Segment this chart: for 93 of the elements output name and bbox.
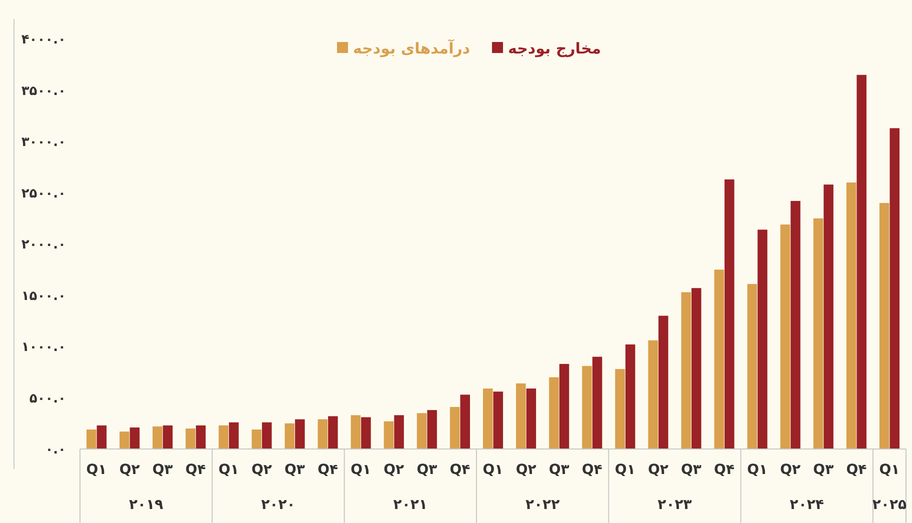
x-tick-label: Q۲ — [251, 462, 272, 478]
bar — [625, 344, 636, 449]
bar — [824, 184, 834, 449]
bar — [758, 230, 768, 449]
bar — [890, 128, 900, 449]
x-tick-label: Q۱ — [879, 462, 900, 478]
y-tick-label: ۰.۰ — [45, 442, 66, 458]
bar — [747, 284, 758, 449]
bar — [516, 383, 526, 449]
bar — [86, 430, 96, 449]
x-tick-label: Q۲ — [780, 462, 802, 478]
legend-label: درآمدهای بودجه — [353, 38, 470, 58]
bar — [284, 423, 295, 449]
bar — [218, 425, 228, 449]
x-tick-label: Q۲ — [648, 462, 669, 478]
bar — [318, 419, 328, 449]
text: ۲۰۲۰ — [261, 496, 296, 513]
bar — [879, 203, 890, 449]
x-tick-label: Q۱ — [86, 462, 107, 478]
x-tick-label: Q۲ — [516, 462, 537, 478]
bar — [120, 432, 130, 449]
bar — [130, 427, 140, 449]
y-tick-label: ۱۰۰۰.۰ — [21, 340, 66, 356]
bar — [724, 179, 734, 449]
x-tick-label: Q۴ — [846, 462, 868, 478]
x-tick-label: Q۳ — [284, 462, 306, 478]
y-tick-label: ۵۰۰.۰ — [29, 391, 66, 406]
bar — [96, 425, 107, 449]
bar — [460, 394, 470, 449]
bar — [482, 388, 493, 449]
bar — [813, 218, 824, 449]
bar — [780, 224, 790, 449]
x-tick-label: Q۴ — [318, 462, 338, 478]
bar — [252, 430, 262, 449]
text: ۲۰۲۲ — [525, 496, 560, 513]
bar — [691, 288, 702, 449]
bar — [615, 369, 625, 449]
text: ۲۰۱۹ — [128, 496, 164, 513]
bar — [714, 270, 724, 449]
bar — [559, 364, 570, 449]
y-tick-label: ۳۰۰۰.۰ — [21, 135, 66, 150]
bar — [228, 422, 239, 449]
bar — [427, 410, 437, 449]
bar — [394, 415, 404, 449]
x-tick-label: Q۳ — [548, 462, 570, 478]
bar — [648, 340, 658, 449]
y-tick-label: ۳۵۰۰.۰ — [21, 84, 66, 99]
text: ۲۰۲۴ — [790, 496, 824, 513]
bar — [549, 377, 559, 449]
text: ۲۰۲۱ — [393, 496, 428, 513]
x-tick-label: Q۱ — [614, 462, 636, 478]
x-tick-label: Q۴ — [450, 462, 471, 478]
bar — [856, 74, 866, 449]
bar — [592, 356, 602, 449]
bar — [262, 422, 272, 449]
bar — [526, 388, 536, 449]
bar — [196, 425, 206, 449]
bar — [790, 200, 800, 449]
bar — [361, 417, 371, 449]
text: ۲۰۲۵ — [872, 496, 908, 513]
bar — [186, 428, 196, 449]
bar — [162, 425, 173, 449]
x-tick-label: Q۳ — [416, 462, 438, 478]
x-tick-label: Q۳ — [813, 462, 834, 478]
legend-label: مخارج بودجه — [508, 39, 602, 58]
y-tick-label: ۴۰۰۰.۰ — [21, 32, 66, 48]
bar — [416, 413, 427, 449]
bar — [384, 421, 394, 449]
bar — [152, 426, 162, 449]
x-tick-label: Q۱ — [482, 462, 504, 478]
x-tick-label: Q۱ — [350, 462, 372, 478]
bar — [295, 419, 305, 449]
bar — [493, 392, 504, 449]
x-tick-label: Q۳ — [152, 462, 174, 478]
bar — [582, 366, 592, 449]
x-tick-label: Q۴ — [582, 462, 603, 478]
bar — [658, 316, 668, 449]
y-tick-label: ۱۵۰۰.۰ — [21, 288, 66, 304]
x-tick-label: Q۴ — [185, 462, 206, 478]
y-tick-label: ۲۵۰۰.۰ — [21, 186, 66, 202]
x-tick-label: Q۲ — [119, 462, 140, 478]
x-tick-label: Q۳ — [681, 462, 702, 478]
x-tick-label: Q۱ — [747, 462, 768, 478]
bar — [350, 415, 361, 449]
x-tick-label: Q۲ — [384, 462, 405, 478]
bar — [681, 292, 691, 449]
bar — [328, 416, 338, 449]
text: ۲۰۲۳ — [658, 496, 692, 513]
x-tick-label: Q۴ — [714, 462, 735, 478]
x-tick-label: Q۱ — [218, 462, 239, 478]
bar — [450, 406, 460, 449]
y-tick-label: ۲۰۰۰.۰ — [21, 238, 66, 253]
bar — [846, 182, 856, 449]
